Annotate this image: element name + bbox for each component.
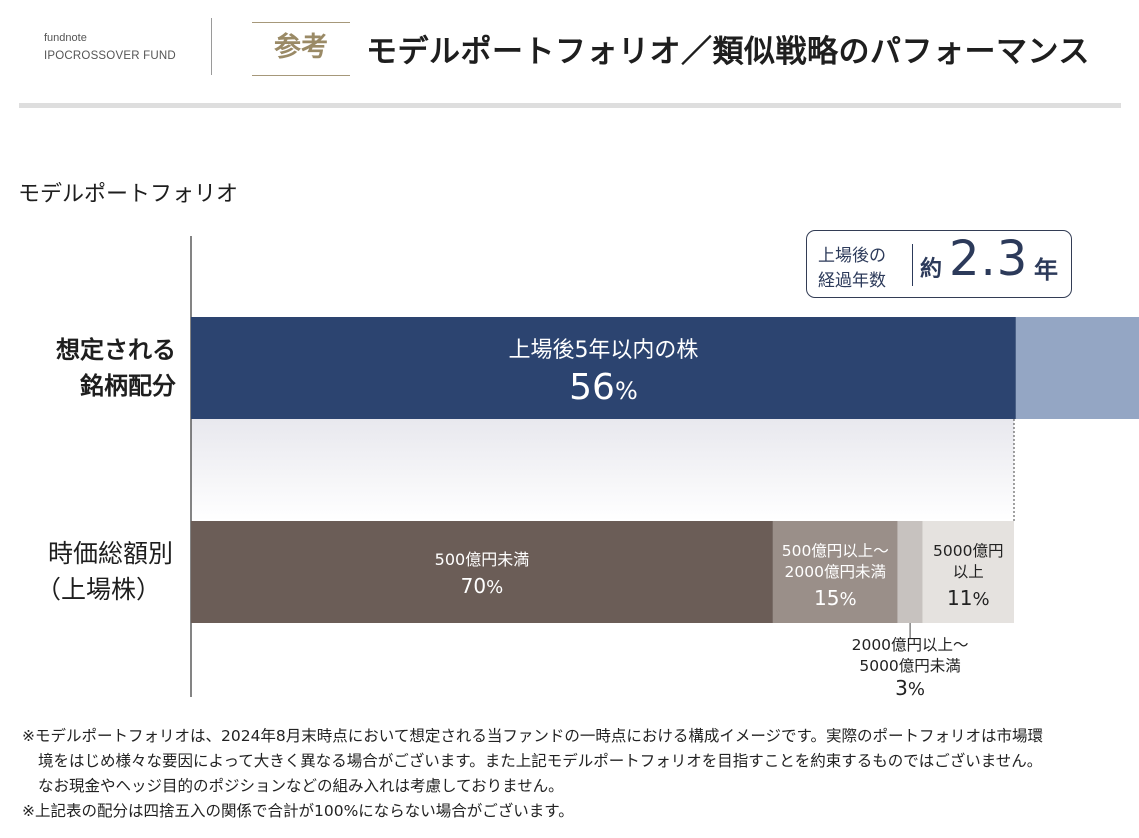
marketcap-bar-4: [922, 521, 1014, 623]
footnote-2: ※上記表の配分は四捨五入の関係で合計が100%にならない場合がございます。: [22, 802, 574, 820]
marketcap-bar-2-value: 15%: [814, 586, 857, 610]
callout-label-line2: 経過年数: [818, 271, 886, 291]
footnote-1: ※モデルポートフォリオは、2024年8月末時点において想定される当ファンドの一時…: [22, 727, 1043, 745]
row2-label: 時価総額別 （上場株）: [36, 536, 188, 608]
row2-label-line1: 時価総額別: [48, 539, 174, 568]
marketcap-bar-2-label-line2: 2000億円未満: [785, 563, 886, 581]
reference-tag: 参考: [252, 22, 350, 76]
marketcap-bar-1-value: 70%: [461, 574, 504, 598]
marketcap-bar-1: [191, 521, 773, 623]
section-title: モデルポートフォリオ: [18, 182, 239, 207]
brand-name: fundnote: [44, 32, 87, 44]
footnote-1-cont1: 境をはじめ様々な要因によって大きく異なる場合がございます。また上記モデルポートフ…: [38, 752, 1043, 770]
marketcap-bar-3-value: 3%: [895, 676, 925, 700]
allocation-bar-1-value: 56%: [569, 367, 638, 408]
connector-band: [191, 419, 1014, 521]
footnotes: ※モデルポートフォリオは、2024年8月末時点において想定される当ファンドの一時…: [22, 724, 1043, 824]
fund-name: IPOCROSSOVER FUND: [44, 50, 176, 62]
years-since-listing-callout: [806, 230, 1072, 298]
page-title: モデルポートフォリオ／類似戦略のパフォーマンス: [366, 34, 1090, 70]
marketcap-bar-4-value: 11%: [947, 586, 990, 610]
row1-label-line2: 銘柄配分: [80, 372, 176, 400]
header-rule: [19, 103, 1121, 108]
allocation-bar-1: [191, 317, 1016, 419]
marketcap-bar-1-label: 500億円未満: [435, 550, 530, 569]
callout-prefix: 約: [920, 257, 943, 282]
row1-label-line1: 想定される: [56, 336, 176, 364]
row1-label: 想定される 銘柄配分: [30, 332, 176, 404]
marketcap-bar-4-label-line1: 5000億円: [933, 542, 1003, 560]
marketcap-bar-4-label-line2: 以上: [953, 563, 984, 581]
callout-unit: 年: [1034, 256, 1058, 284]
callout-separator: [912, 244, 913, 286]
row2-label-line2: （上場株）: [36, 575, 162, 604]
marketcap-bar-3-label-line2: 5000億円未満: [859, 657, 960, 675]
allocation-bar-2: [1015, 317, 1139, 419]
allocation-bar-1-label: 上場後5年以内の株: [508, 338, 698, 363]
marketcap-bar-3-label-line1: 2000億円以上〜: [852, 636, 969, 654]
marketcap-bar-2: [772, 521, 898, 623]
callout-label-line1: 上場後の: [818, 246, 886, 266]
callout-value: 2.3: [949, 231, 1029, 287]
footnote-1-cont2: なお現金やヘッジ目的のポジションなどの組み入れは考慮しておりません。: [38, 777, 564, 795]
marketcap-bar-3: [897, 521, 923, 623]
portfolio-chart: 上場後5年以内の株56%その他上場株37%未上場株7%500億円未満70%500…: [190, 236, 1139, 700]
header-divider: [211, 18, 212, 75]
marketcap-bar-2-label-line1: 500億円以上〜: [782, 542, 889, 560]
